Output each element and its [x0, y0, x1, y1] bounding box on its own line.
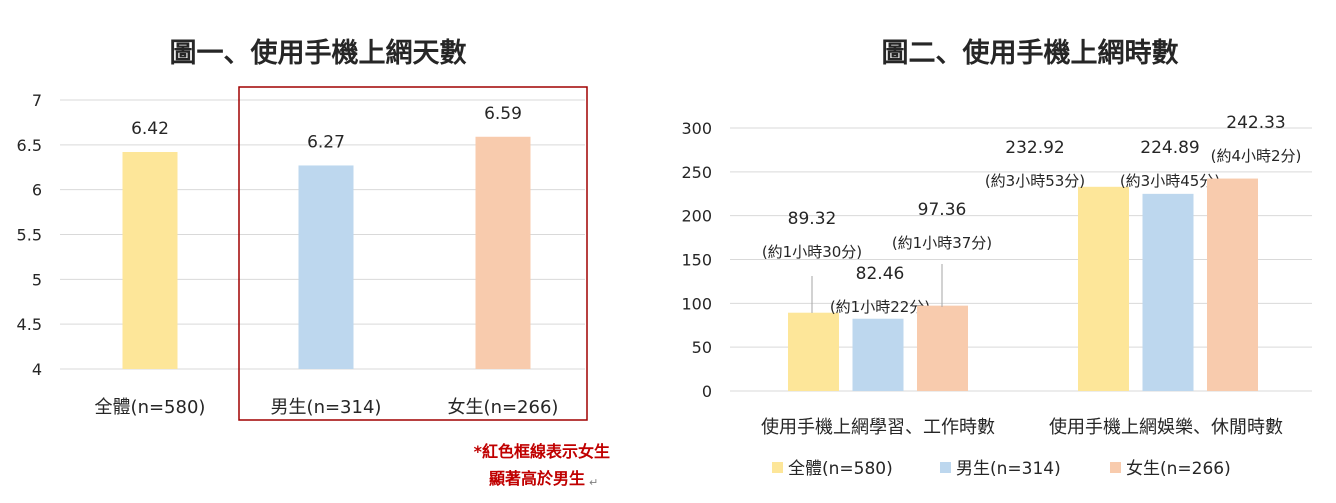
chart1-paragraph-mark: ↵	[589, 476, 598, 489]
chart1-data-label: 6.42	[131, 119, 169, 139]
chart1-category-label: 全體(n=580)	[95, 397, 206, 418]
chart1-bar	[122, 152, 178, 369]
chart2-legend-label: 全體(n=580)	[788, 459, 893, 479]
chart2-data-label: 82.46	[856, 264, 905, 284]
chart2-bar	[1078, 186, 1129, 391]
chart1-title: 圖一、使用手機上網天數	[170, 37, 467, 69]
chart2-legend-label: 男生(n=314)	[956, 459, 1061, 479]
chart1-category-label: 女生(n=266)	[448, 397, 559, 418]
chart2-legend-swatch	[1110, 462, 1121, 473]
chart2-data-label: 89.32	[788, 209, 837, 229]
chart2-legend-swatch	[940, 462, 951, 473]
chart2-data-sublabel: (約1小時30分)	[762, 243, 862, 261]
chart2-data-label: 242.33	[1226, 113, 1285, 133]
chart2-bar	[1142, 193, 1194, 391]
chart2-data-label: 232.92	[1005, 138, 1064, 158]
chart2-bar	[788, 312, 839, 391]
chart1-y-tick-label: 7	[32, 91, 42, 110]
chart1-y-tick-label: 5	[32, 270, 42, 289]
chart2-legend-swatch	[772, 462, 783, 473]
chart1-bar	[475, 136, 531, 369]
chart1-y-tick-label: 5.5	[17, 226, 42, 245]
chart2-category-label: 使用手機上網學習、工作時數	[761, 417, 995, 438]
chart2-bar	[917, 305, 968, 391]
chart2-data-sublabel: (約1小時22分)	[830, 298, 930, 316]
chart2-y-tick-label: 150	[681, 251, 712, 270]
chart2-data-sublabel: (約3小時45分)	[1120, 172, 1220, 190]
chart2-title: 圖二、使用手機上網時數	[882, 37, 1179, 69]
chart1-y-tick-label: 6	[32, 181, 42, 200]
chart1-highlight-box	[238, 86, 588, 421]
chart2-y-tick-label: 100	[681, 294, 712, 313]
chart1-note-line: 顯著高於男生	[489, 469, 585, 488]
chart2-data-sublabel: (約3小時53分)	[985, 172, 1085, 190]
chart2-bar	[852, 318, 904, 391]
chart2-data-label: 97.36	[918, 200, 967, 220]
chart2-y-tick-label: 50	[692, 338, 712, 357]
chart2-y-tick-label: 250	[681, 163, 712, 182]
chart1-note-line: *紅色框線表示女生	[474, 442, 610, 461]
chart2-y-tick-label: 0	[702, 382, 712, 401]
chart1-data-label: 6.27	[307, 132, 345, 152]
chart2-legend-label: 女生(n=266)	[1126, 459, 1231, 479]
chart2-y-tick-label: 200	[681, 207, 712, 226]
chart2-data-label: 224.89	[1140, 138, 1199, 158]
chart2-data-sublabel: (約1小時37分)	[892, 234, 992, 252]
chart1-data-label: 6.59	[484, 104, 522, 124]
chart2-category-label: 使用手機上網娛樂、休閒時數	[1049, 417, 1283, 438]
chart2-y-tick-label: 300	[681, 119, 712, 138]
chart1-y-tick-label: 4.5	[17, 315, 42, 334]
chart1-y-tick-label: 6.5	[17, 136, 42, 155]
chart1-category-label: 男生(n=314)	[271, 397, 382, 418]
chart2-data-sublabel: (約4小時2分)	[1211, 147, 1302, 165]
chart1-bar	[298, 165, 354, 369]
chart1-y-tick-label: 4	[32, 360, 42, 379]
chart2-bar	[1207, 178, 1258, 391]
